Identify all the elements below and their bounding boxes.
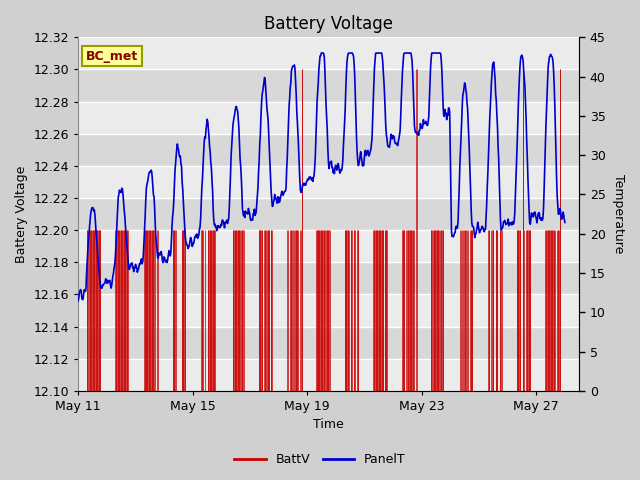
Bar <box>78 230 579 262</box>
Bar <box>78 359 579 391</box>
Bar <box>78 326 579 359</box>
Bar <box>78 198 579 230</box>
Bar <box>78 102 579 134</box>
Bar <box>78 37 579 70</box>
Bar <box>78 134 579 166</box>
Y-axis label: Battery Voltage: Battery Voltage <box>15 166 28 263</box>
Bar <box>78 294 579 326</box>
Bar <box>78 262 579 294</box>
X-axis label: Time: Time <box>314 419 344 432</box>
Legend: BattV, PanelT: BattV, PanelT <box>229 448 411 471</box>
Text: BC_met: BC_met <box>86 50 138 63</box>
Y-axis label: Temperature: Temperature <box>612 174 625 254</box>
Title: Battery Voltage: Battery Voltage <box>264 15 393 33</box>
Bar <box>78 166 579 198</box>
Bar <box>78 70 579 102</box>
